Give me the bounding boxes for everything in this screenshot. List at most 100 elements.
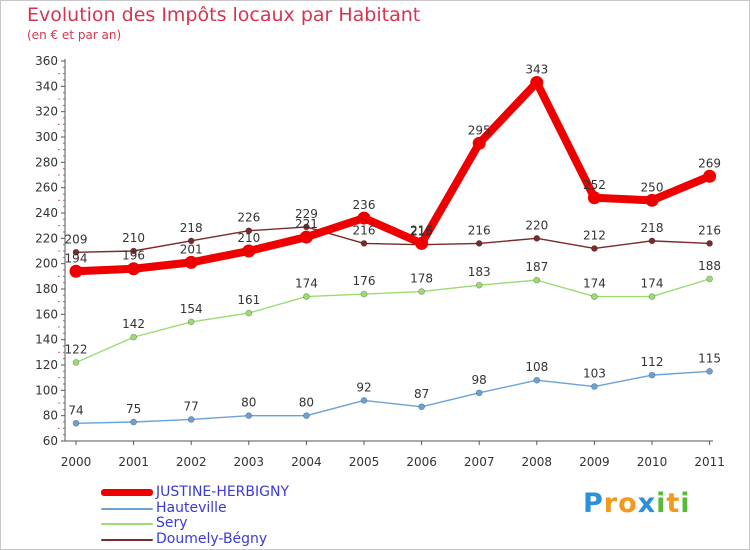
data-label-doumely-b-gny: 212: [583, 228, 606, 242]
data-point-doumely-b-gny: [130, 247, 137, 255]
data-label-hauteville: 115: [698, 351, 721, 365]
chart-title: Evolution des Impôts locaux par Habitant: [27, 4, 421, 26]
line-chart: 60 80 100 120 140 160 180 200 220 240 260 280 300 320…: [35, 54, 725, 469]
data-point-hauteville: [706, 368, 713, 375]
data-point-sery: [591, 293, 598, 300]
data-point-doumely-b-gny: [591, 245, 598, 252]
y-tick-label: 360: [35, 54, 58, 68]
data-label-doumely-b-gny: 216: [353, 223, 376, 237]
data-point-justine-herbigny: [299, 230, 313, 244]
data-point-sery: [72, 359, 80, 366]
legend-label: Sery: [156, 515, 188, 531]
x-tick-label: 2000: [61, 455, 92, 469]
logo-letter: x: [637, 488, 657, 519]
y-tick-label: 200: [35, 257, 58, 271]
data-point-sery: [418, 288, 425, 295]
data-label-sery: 183: [468, 265, 491, 279]
x-tick-label: 2003: [234, 455, 265, 469]
y-tick-label: 60: [43, 434, 58, 448]
legend-label: JUSTINE-HERBIGNY: [156, 484, 290, 500]
x-tick-label: 2008: [522, 455, 553, 469]
data-label-sery: 178: [410, 272, 433, 286]
data-point-sery: [130, 333, 137, 341]
data-point-doumely-b-gny: [475, 240, 483, 247]
data-label-sery: 142: [122, 317, 145, 331]
data-label-justine-herbigny: 252: [583, 178, 606, 192]
data-point-hauteville: [475, 389, 483, 397]
data-point-hauteville: [187, 416, 195, 423]
data-label-doumely-b-gny: 218: [180, 221, 203, 235]
data-point-hauteville: [130, 418, 137, 426]
y-tick-label: 140: [35, 333, 58, 347]
series-line-hauteville: [75, 370, 711, 424]
data-label-hauteville: 80: [241, 396, 256, 410]
x-tick-label: 2011: [694, 455, 725, 469]
data-point-sery: [187, 318, 195, 326]
data-point-justine-herbigny: [530, 76, 544, 90]
data-label-sery: 176: [353, 274, 376, 288]
data-point-doumely-b-gny: [648, 237, 656, 245]
data-label-doumely-b-gny: 210: [122, 231, 145, 245]
data-point-sery: [360, 290, 368, 298]
y-tick-label: 280: [35, 155, 58, 169]
data-point-justine-herbigny: [703, 169, 717, 183]
logo-letter: o: [618, 488, 638, 519]
data-point-justine-herbigny: [69, 264, 83, 278]
data-point-justine-herbigny: [242, 244, 256, 258]
data-point-justine-herbigny: [127, 262, 141, 276]
x-tick-label: 2006: [406, 455, 437, 469]
y-tick-label: 260: [35, 181, 58, 195]
logo-letter: r: [603, 488, 619, 519]
y-tick-label: 180: [35, 282, 58, 296]
data-label-hauteville: 103: [583, 367, 606, 381]
data-label-justine-herbigny: 269: [698, 156, 721, 170]
data-label-sery: 174: [583, 277, 606, 291]
x-tick-label: 2010: [637, 455, 668, 469]
data-label-sery: 154: [180, 302, 203, 316]
y-tick-label: 100: [35, 383, 58, 397]
chart-subtitle: (en € et par an): [27, 28, 122, 42]
series-layer: [69, 76, 717, 427]
data-label-hauteville: 80: [299, 396, 314, 410]
data-point-sery: [648, 293, 656, 300]
data-label-hauteville: 87: [414, 387, 429, 401]
logo-letter: i: [680, 488, 691, 519]
data-label-justine-herbigny: 343: [525, 63, 548, 77]
data-label-doumely-b-gny: 229: [295, 207, 318, 221]
data-point-justine-herbigny: [645, 193, 659, 207]
data-label-justine-herbigny: 236: [353, 198, 376, 212]
data-point-justine-herbigny: [415, 236, 429, 250]
x-tick-label: 2002: [176, 455, 207, 469]
data-label-hauteville: 77: [184, 399, 199, 413]
y-tick-label: 220: [35, 231, 58, 245]
data-point-doumely-b-gny: [706, 240, 713, 247]
legend-label: Hauteville: [156, 499, 227, 516]
legend-swatch: [101, 523, 153, 525]
data-label-justine-herbigny: 295: [468, 123, 491, 137]
data-point-hauteville: [591, 383, 598, 390]
data-label-hauteville: 108: [525, 360, 548, 374]
legend-swatch: [101, 538, 153, 541]
data-point-doumely-b-gny: [72, 248, 80, 256]
series-line-sery: [75, 278, 711, 364]
y-tick-label: 80: [43, 409, 58, 423]
y-tick-label: 320: [35, 105, 58, 119]
data-label-doumely-b-gny: 216: [698, 223, 721, 237]
data-point-sery: [706, 275, 713, 283]
data-label-hauteville: 75: [126, 402, 141, 416]
series-line-justine-herbigny: [72, 78, 714, 276]
data-point-hauteville: [533, 376, 541, 384]
data-point-doumely-b-gny: [187, 237, 195, 245]
axes: 60 80 100 120 140 160 180 200 220 240 260 280 300 320…: [35, 54, 725, 469]
data-point-hauteville: [648, 371, 656, 379]
data-label-justine-herbigny: 216: [410, 223, 433, 237]
data-label-doumely-b-gny: 215: [410, 225, 433, 239]
logo-letter: t: [666, 488, 681, 519]
data-label-justine-herbigny: 210: [237, 231, 260, 245]
data-label-justine-herbigny: 194: [65, 251, 88, 265]
data-label-sery: 161: [237, 293, 260, 307]
data-point-justine-herbigny: [357, 211, 371, 225]
data-point-justine-herbigny: [587, 191, 601, 205]
data-label-sery: 187: [525, 260, 548, 274]
